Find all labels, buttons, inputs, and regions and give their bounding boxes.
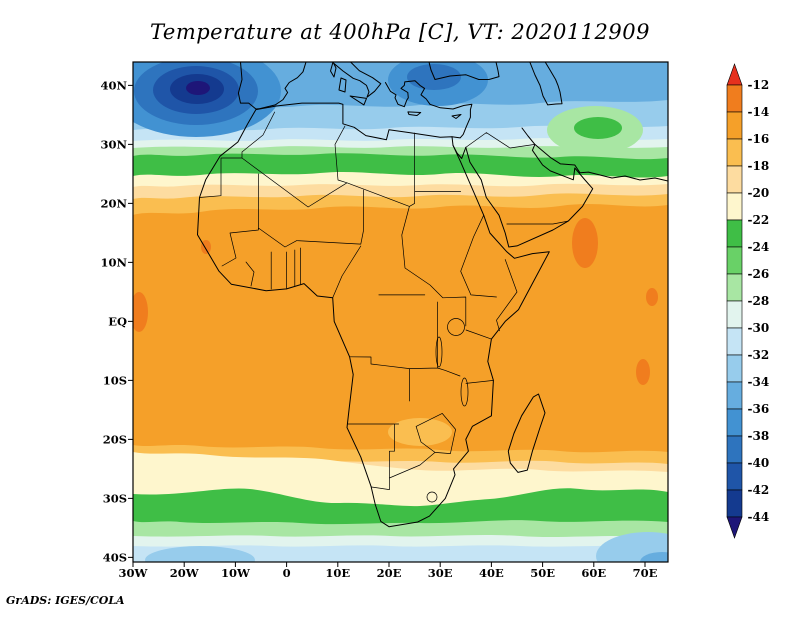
colorbar-segment (726, 381, 743, 410)
colorbar-label: -12 (748, 78, 770, 92)
x-axis-labels: 30W 20W 10W 0 10E 20E 30E 40E 50E 60E 70… (119, 566, 658, 580)
y-tick-label: 10N (100, 255, 127, 269)
colorbar-segment (726, 219, 743, 248)
colorbar-label: -40 (748, 456, 770, 470)
y-axis-labels: 40N 30N 20N 10N EQ 10S 20S 30S 40S (100, 78, 127, 564)
y-tick-label: 40S (103, 550, 127, 564)
y-tick-label: 40N (100, 78, 127, 92)
x-tick-label: 20E (377, 566, 402, 580)
temperature-field (133, 62, 668, 562)
y-tick-label: EQ (108, 314, 127, 328)
x-tick-label: 10W (221, 566, 251, 580)
y-tick-label: 20N (100, 196, 127, 210)
colorbar-label: -34 (748, 375, 770, 389)
colorbar-label: -16 (748, 132, 770, 146)
x-tick-label: 20W (170, 566, 200, 580)
colorbar: -12 -14 -16 -18 -20 -22 -24 -26 -28 -30 … (726, 63, 770, 539)
x-tick-label: 30E (428, 566, 453, 580)
colorbar-segment (726, 246, 743, 275)
colorbar-segment (726, 273, 743, 302)
colorbar-arrow-top (726, 63, 743, 86)
colorbar-segment (726, 192, 743, 221)
x-tick-label: 10E (325, 566, 350, 580)
y-tick-label: 30S (103, 491, 127, 505)
x-tick-label: 30W (119, 566, 149, 580)
colorbar-label: -44 (748, 510, 770, 524)
coastlines (197, 62, 668, 528)
x-tick-label: 40E (479, 566, 504, 580)
colorbar-segment (726, 138, 743, 167)
grads-credit: GrADS: IGES/COLA (6, 594, 125, 607)
colorbar-label: -26 (748, 267, 770, 281)
colorbar-label: -18 (748, 159, 770, 173)
axis-ticks (128, 84, 646, 567)
colorbar-label: -14 (748, 105, 770, 119)
colorbar-segment (726, 327, 743, 356)
x-tick-label: 50E (530, 566, 555, 580)
colorbar-label: -36 (748, 402, 770, 416)
colorbar-segment (726, 354, 743, 383)
colorbar-label: -28 (748, 294, 770, 308)
colorbar-segment (726, 165, 743, 194)
x-tick-label: 60E (581, 566, 606, 580)
x-tick-label: 70E (633, 566, 658, 580)
y-tick-label: 30N (100, 137, 127, 151)
country-borders (199, 111, 569, 503)
colorbar-segment (726, 489, 743, 518)
colorbar-label: -42 (748, 483, 770, 497)
colorbar-label: -24 (748, 240, 770, 254)
x-tick-label: 0 (283, 566, 291, 580)
colorbar-segment (726, 408, 743, 437)
page-title: Temperature at 400hPa [C], VT: 202011290… (150, 20, 650, 44)
colorbar-segment (726, 84, 743, 113)
colorbar-segment (726, 111, 743, 140)
colorbar-segment (726, 300, 743, 329)
colorbar-arrow-bottom (726, 516, 743, 539)
colorbar-segment (726, 462, 743, 491)
colorbar-label: -38 (748, 429, 770, 443)
colorbar-label: -32 (748, 348, 770, 362)
colorbar-label: -22 (748, 213, 770, 227)
colorbar-label: -30 (748, 321, 770, 335)
plot-frame (132, 61, 669, 563)
y-tick-label: 10S (103, 373, 127, 387)
colorbar-label: -20 (748, 186, 770, 200)
colorbar-segment (726, 435, 743, 464)
y-tick-label: 20S (103, 432, 127, 446)
